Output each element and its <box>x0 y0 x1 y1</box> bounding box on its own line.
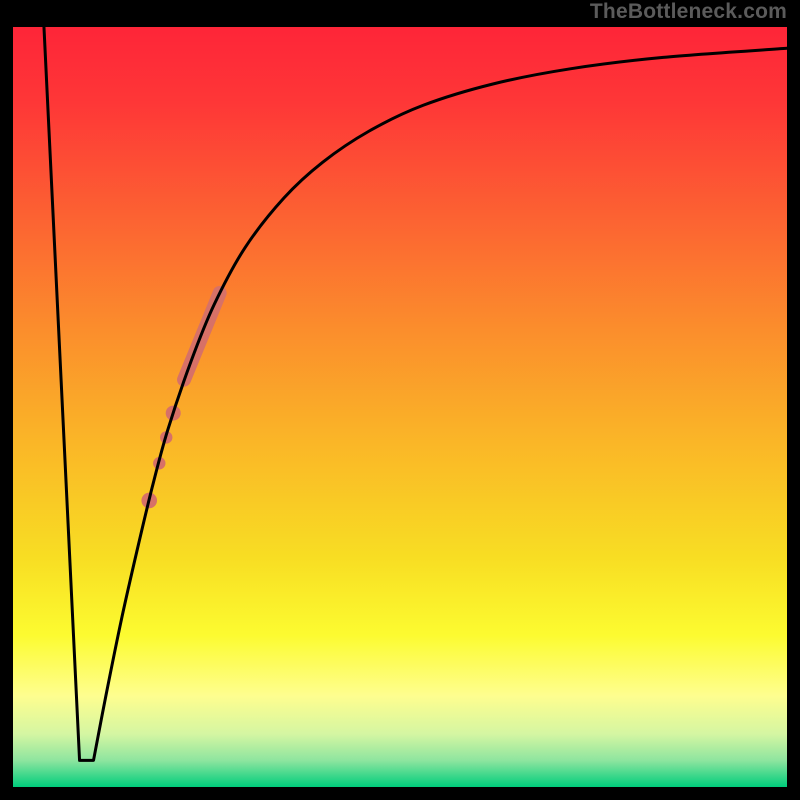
curve-layer <box>13 27 787 787</box>
watermark-text: TheBottleneck.com <box>590 0 787 24</box>
highlight-overlay <box>141 293 219 508</box>
plot-area <box>13 27 787 787</box>
bottleneck-curve <box>44 27 787 760</box>
chart-container: TheBottleneck.com <box>0 0 800 800</box>
